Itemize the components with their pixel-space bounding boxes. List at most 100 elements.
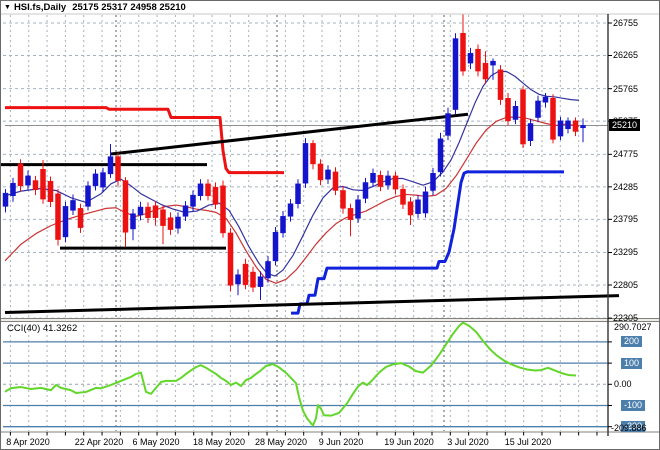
candle-body: [482, 62, 489, 80]
candle-body: [197, 183, 204, 197]
candle-body: [70, 200, 76, 211]
candle-body: [497, 69, 504, 100]
candle-body: [85, 185, 91, 207]
candle-body: [535, 100, 541, 118]
cci-max-label: 290.7027: [614, 321, 652, 332]
price-axis-label: 22805: [613, 279, 639, 290]
candle-body: [580, 125, 586, 129]
candle-body: [190, 194, 196, 207]
date-axis-label: 28 May 2020: [254, 437, 308, 447]
price-axis-label: 24775: [613, 149, 639, 160]
candle-body: [415, 199, 421, 214]
date-axis-label: 6 May 2020: [132, 437, 180, 447]
date-axis-label: 22 Apr 2020: [74, 437, 124, 447]
symbol-dropdown-icon[interactable]: ▼: [4, 4, 11, 11]
candle-body: [227, 232, 234, 286]
candle-body: [17, 163, 24, 187]
candle-body: [100, 172, 106, 188]
candle-body: [362, 182, 369, 199]
candle-body: [167, 217, 174, 230]
candle-body: [160, 209, 166, 226]
price-axis-label: 24285: [613, 181, 639, 192]
date-axis-label: 8 Apr 2020: [6, 437, 50, 447]
candle-body: [550, 98, 556, 140]
candle-body: [445, 113, 451, 136]
date-axis-label: 19 Jun 2020: [384, 437, 434, 447]
price-axis-label: 23795: [613, 214, 639, 225]
candle-body: [130, 213, 136, 230]
candle-body: [220, 185, 226, 234]
candle-body: [572, 120, 579, 132]
candle-body: [452, 38, 459, 110]
candle-body: [295, 183, 301, 204]
candle-body: [137, 206, 144, 216]
candle-body: [527, 123, 534, 141]
candle-body: [400, 188, 406, 205]
candle-body: [332, 171, 339, 191]
candle-body: [235, 274, 241, 285]
candle-body: [175, 216, 181, 229]
candle-body: [505, 98, 511, 122]
candle-body: [460, 33, 466, 72]
candle-body: [122, 180, 129, 233]
candle-body: [287, 203, 294, 217]
price-axis-label: 22305: [613, 313, 639, 324]
candle-body: [565, 120, 571, 130]
candle-body: [40, 168, 46, 200]
candle-body: [377, 174, 384, 187]
cci-level-tag: 100: [621, 357, 643, 369]
cci-zero-label: 0.00: [614, 379, 632, 390]
candle-body: [340, 190, 346, 209]
candle-body: [280, 216, 286, 234]
candle-body: [115, 156, 121, 181]
candle-body: [310, 143, 316, 165]
candle-body: [242, 263, 249, 285]
candle-body: [77, 208, 84, 228]
candle-body: [10, 182, 16, 197]
cci-level-tag: 200: [621, 336, 643, 348]
candle-body: [145, 206, 151, 218]
chart-title: ▼ HSI.fs,Daily 25175 25317 24958 25210: [4, 2, 186, 13]
candle-body: [107, 156, 114, 175]
candle-body: [212, 186, 219, 205]
candle-body: [205, 183, 211, 197]
candle-body: [302, 143, 309, 184]
price-axis-label: 25765: [613, 83, 639, 94]
price-axis-label: 26265: [613, 50, 639, 61]
candle-body: [370, 172, 376, 183]
cci-level-tag: -200: [621, 421, 646, 433]
price-axis-label: 23295: [613, 247, 639, 258]
symbol-period-label: HSI.fs,Daily: [13, 2, 67, 13]
candle-body: [257, 276, 264, 287]
date-axis-label: 9 Jun 2020: [318, 437, 364, 447]
candle-body: [152, 205, 159, 218]
candle-body: [542, 96, 549, 103]
current-price-tag: 25210: [609, 119, 641, 132]
candle-body: [55, 193, 61, 240]
cci-min-label: -209.886: [611, 422, 647, 433]
candle-body: [490, 60, 496, 66]
candle-body: [407, 201, 414, 216]
date-axis-label: 3 Jul 2020: [447, 437, 489, 447]
trendline-upper: [110, 112, 469, 156]
candle-body: [355, 199, 361, 219]
cci-indicator-label: CCI(40) 41.3262: [7, 323, 78, 334]
candle-body: [467, 52, 474, 64]
candle-body: [392, 175, 399, 190]
trendline-lower: [4, 294, 620, 315]
date-axis-label: 15 Jul 2020: [504, 437, 552, 447]
candle-body: [520, 89, 526, 145]
ohlc-values: 25175 25317 24958 25210: [72, 2, 186, 13]
date-axis-label: 18 May 2020: [192, 437, 246, 447]
candle-body: [92, 173, 99, 187]
candle-body: [272, 232, 279, 262]
candle-body: [437, 138, 444, 173]
candle-body: [475, 48, 481, 72]
cci-line: [4, 321, 577, 427]
candle-body: [512, 105, 519, 120]
candle-body: [182, 205, 189, 217]
candle-body: [47, 180, 54, 202]
candle-body: [2, 192, 9, 207]
